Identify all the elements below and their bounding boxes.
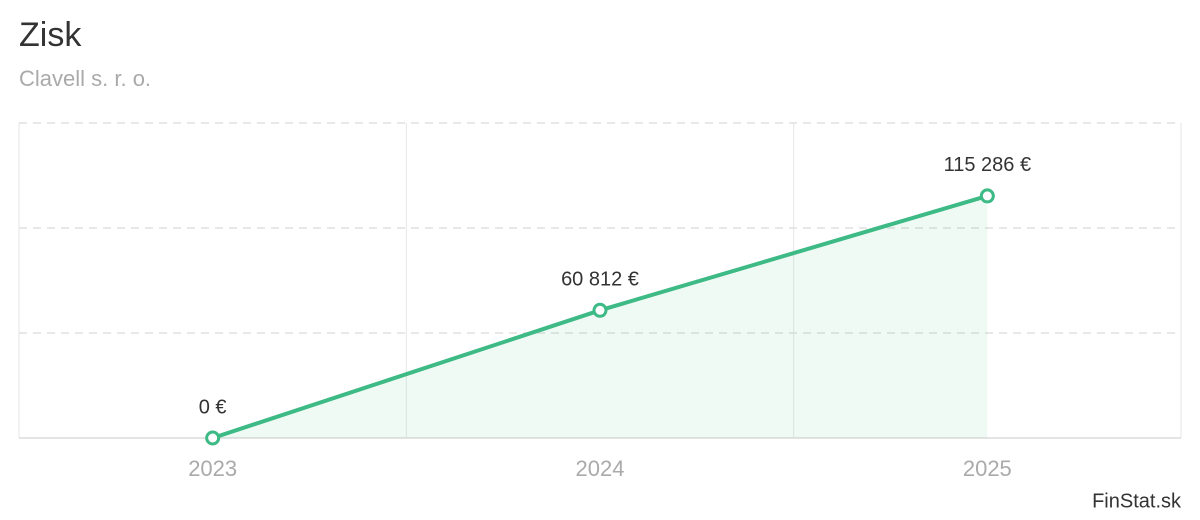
data-label: 60 812 €	[561, 269, 639, 291]
marker	[979, 188, 995, 204]
x-tick-label: 2024	[576, 456, 625, 481]
data-label: 0 €	[199, 396, 227, 418]
marker	[205, 430, 221, 446]
data-label: 115 286 €	[944, 154, 1032, 176]
x-tick-label: 2025	[963, 456, 1012, 481]
chart-title: Zisk	[19, 16, 82, 54]
credit: FinStat.sk	[1092, 490, 1182, 512]
marker	[592, 302, 608, 318]
chart-subtitle: Clavell s. r. o.	[19, 66, 151, 91]
x-tick-label: 2023	[188, 456, 237, 481]
